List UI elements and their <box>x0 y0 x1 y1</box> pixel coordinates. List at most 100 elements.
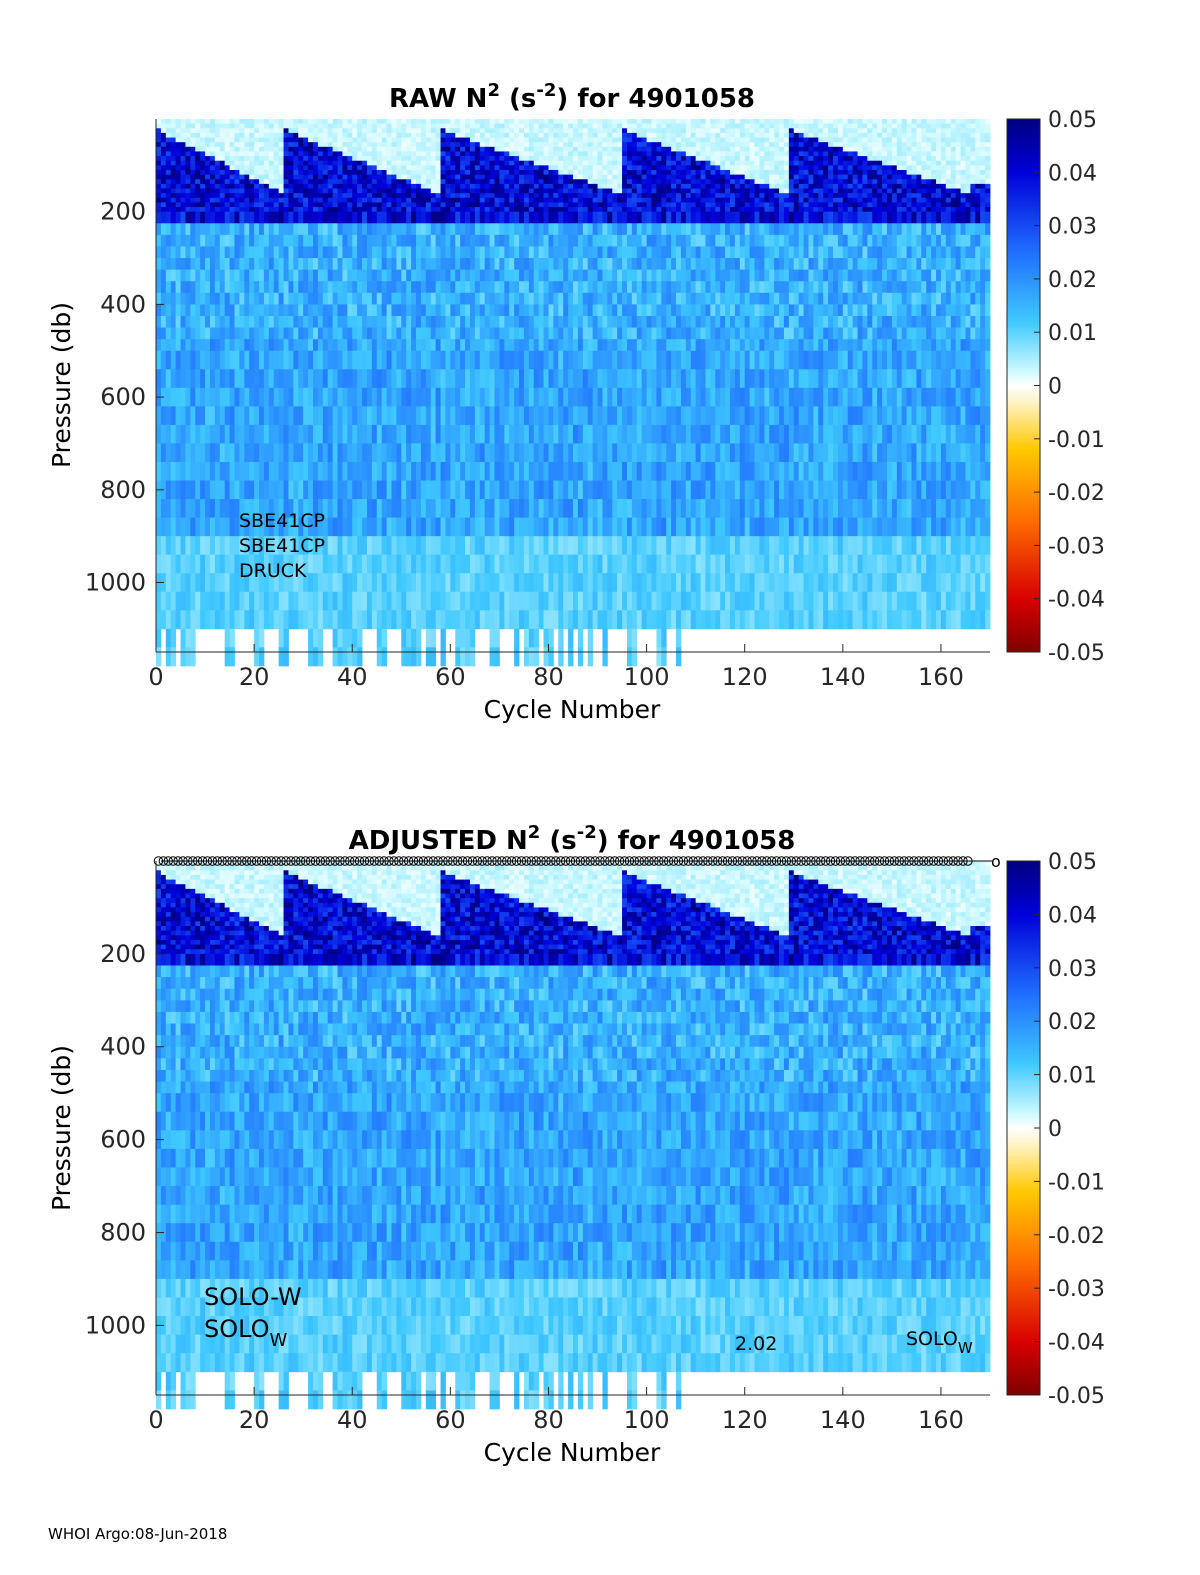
heatmap-cell <box>371 202 378 208</box>
heatmap-cell <box>362 202 368 208</box>
heatmap-cell <box>357 480 363 500</box>
heatmap-cell <box>563 128 569 134</box>
heatmap-cell <box>312 424 319 444</box>
heatmap-cell <box>185 536 191 556</box>
heatmap-cell <box>494 499 500 518</box>
heatmap-cell <box>499 128 505 134</box>
heatmap-cell <box>376 591 383 611</box>
heatmap-cell <box>268 197 275 203</box>
heatmap-cell <box>268 406 275 426</box>
heatmap-cell <box>165 339 172 352</box>
heatmap-cell <box>474 223 481 236</box>
heatmap-cell <box>254 327 260 340</box>
heatmap-cell <box>376 169 383 176</box>
heatmap-cell <box>406 387 412 407</box>
heatmap-cell <box>469 315 476 328</box>
heatmap-cell <box>548 211 554 224</box>
heatmap-cell <box>170 461 177 481</box>
heatmap-cell <box>312 536 319 556</box>
heatmap-cell <box>312 304 319 317</box>
heatmap-cell <box>337 183 343 189</box>
heatmap-cell <box>180 211 186 224</box>
heatmap-cell <box>347 573 353 593</box>
heatmap-cell <box>484 165 490 171</box>
heatmap-cell <box>278 327 284 340</box>
heatmap-cell <box>425 573 432 593</box>
heatmap-cell <box>455 123 461 129</box>
heatmap-cell <box>425 123 432 129</box>
heatmap-cell <box>175 128 181 134</box>
heatmap-cell <box>563 146 569 152</box>
heatmap-cell <box>479 573 486 593</box>
heatmap-cell <box>362 517 368 537</box>
heatmap-cell <box>568 350 574 370</box>
heatmap-cell <box>450 499 456 518</box>
heatmap-cell <box>519 142 525 148</box>
heatmap-cell <box>391 461 397 481</box>
heatmap-cell <box>205 536 211 556</box>
heatmap-cell <box>479 188 486 194</box>
heatmap-cell <box>533 179 540 185</box>
heatmap-cell <box>597 480 603 500</box>
heatmap-cell <box>268 142 275 148</box>
heatmap-cell <box>337 315 343 328</box>
heatmap-cell <box>509 369 515 389</box>
heatmap-cell <box>533 234 540 247</box>
heatmap-cell <box>371 151 378 157</box>
heatmap-cell <box>298 223 304 236</box>
heatmap-cell <box>577 193 584 199</box>
heatmap-cell <box>612 174 618 180</box>
heatmap-cell <box>205 165 211 171</box>
heatmap-cell <box>607 165 613 171</box>
heatmap-cell <box>440 193 446 199</box>
heatmap-cell <box>337 123 343 129</box>
heatmap-cell <box>278 499 284 518</box>
heatmap-cell <box>224 258 230 271</box>
heatmap-cell <box>636 183 643 189</box>
heatmap-cell <box>185 193 191 199</box>
heatmap-cell <box>553 223 559 236</box>
heatmap-cell <box>514 369 520 389</box>
heatmap-cell <box>195 234 201 247</box>
heatmap-cell <box>519 315 525 328</box>
heatmap-cell <box>479 207 486 213</box>
heatmap-cell <box>357 211 363 224</box>
heatmap-cell <box>362 281 368 294</box>
heatmap-cell <box>386 304 392 317</box>
heatmap-cell <box>175 165 181 171</box>
heatmap-cell <box>504 156 510 162</box>
heatmap-cell <box>312 165 319 171</box>
heatmap-cell <box>352 443 358 463</box>
heatmap-cell <box>175 536 181 556</box>
heatmap-cell <box>607 554 613 574</box>
heatmap-cell <box>357 156 363 162</box>
heatmap-cell <box>332 119 338 125</box>
heatmap-cell <box>273 443 280 463</box>
heatmap-cell <box>308 591 314 611</box>
heatmap-cell <box>563 156 569 162</box>
heatmap-cell <box>396 461 402 481</box>
heatmap-cell <box>440 573 446 593</box>
heatmap-cell <box>455 269 461 282</box>
heatmap-cell <box>577 281 584 294</box>
heatmap-cell <box>381 573 387 593</box>
heatmap-cell <box>656 183 662 189</box>
heatmap-cell <box>592 179 598 185</box>
heatmap-cell <box>631 119 638 125</box>
heatmap-cell <box>160 591 167 611</box>
heatmap-cell <box>499 443 505 463</box>
heatmap-cell <box>435 146 441 152</box>
heatmap-cell <box>622 387 628 407</box>
heatmap-cell <box>278 119 284 125</box>
heatmap-cell <box>322 160 329 166</box>
heatmap-cell <box>553 350 559 370</box>
heatmap-cell <box>263 146 270 152</box>
heatmap-cell <box>278 406 284 426</box>
heatmap-cell <box>362 211 368 224</box>
heatmap-cell <box>214 424 221 444</box>
heatmap-cell <box>509 269 515 282</box>
heatmap-cell <box>362 156 368 162</box>
heatmap-cell <box>631 174 638 180</box>
heatmap-cell <box>288 165 294 171</box>
heatmap-cell <box>420 169 427 176</box>
